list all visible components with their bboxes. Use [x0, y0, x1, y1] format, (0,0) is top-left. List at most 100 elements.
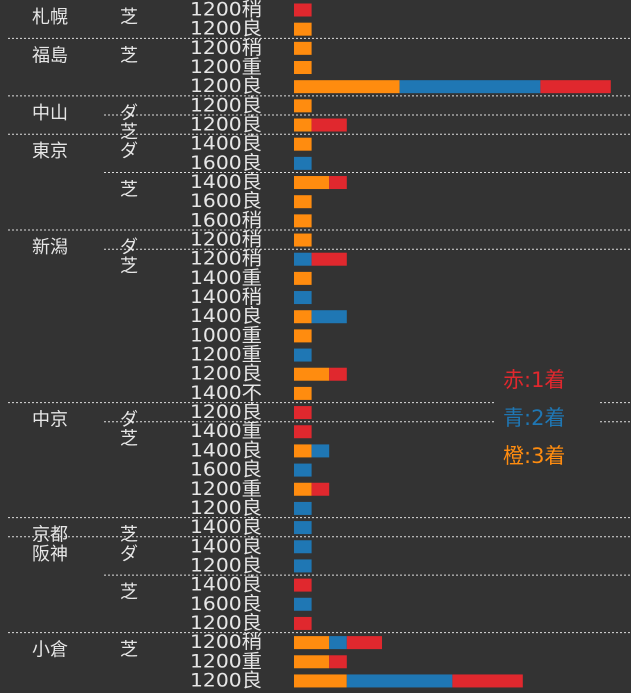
bar-segment: [294, 271, 312, 285]
bar-segment: [329, 655, 347, 669]
bar-segment: [294, 463, 312, 477]
bar-segment: [294, 137, 312, 151]
bar-segment: [311, 444, 330, 458]
bar-segment: [294, 252, 312, 266]
category-label: 1400良: [190, 535, 262, 557]
bar-segment: [294, 425, 312, 439]
surface-label: ダ: [120, 237, 138, 258]
bar-segment: [294, 329, 312, 343]
venue-label: 中京: [32, 410, 68, 431]
venue-label: 中山: [32, 103, 68, 124]
surface-label: 芝: [120, 640, 138, 661]
category-label: 1400良: [190, 516, 262, 538]
venue-label: 新潟: [32, 237, 68, 258]
category-label: 1400良: [190, 305, 262, 327]
category-label: 1200良: [190, 94, 262, 116]
bar-segment: [294, 156, 312, 170]
bar-segment: [294, 521, 312, 535]
category-label: 1200稍: [190, 0, 262, 21]
bar-segment: [294, 482, 312, 496]
category-label: 1200重: [190, 344, 262, 366]
category-label: 1200稍: [190, 248, 262, 270]
category-label: 1600良: [190, 459, 262, 481]
category-label: 1400良: [190, 171, 262, 193]
category-label: 1400良: [190, 439, 262, 461]
category-label: 1400重: [190, 267, 262, 289]
category-label: 1600良: [190, 190, 262, 212]
category-label: 1200重: [190, 650, 262, 672]
category-label: 1400良: [190, 133, 262, 155]
category-label: 1200良: [190, 401, 262, 423]
category-label: 1200良: [190, 497, 262, 519]
category-label: 1200良: [190, 75, 262, 97]
bar-segment: [540, 80, 611, 94]
category-label: 1600良: [190, 152, 262, 174]
bar-segment: [294, 99, 312, 113]
category-label: 1000重: [190, 324, 262, 346]
bar-segment: [294, 195, 312, 209]
category-label: 1200良: [190, 363, 262, 385]
bar-segment: [294, 41, 312, 55]
bar-segment: [294, 61, 312, 75]
surface-label: ダ: [120, 103, 138, 124]
surface-label: 芝: [120, 525, 138, 546]
bar-segment: [294, 80, 400, 94]
category-label: 1200重: [190, 56, 262, 78]
bar-segment: [294, 386, 312, 400]
bar-segment: [294, 501, 312, 515]
bar-segment: [294, 291, 312, 305]
category-label: 1200稍: [190, 37, 262, 59]
bar-segment: [329, 176, 347, 190]
bar-segment: [311, 482, 330, 496]
bar-segment: [346, 636, 382, 650]
venue-label: 東京: [32, 141, 68, 162]
surface-label: 芝: [120, 582, 138, 603]
bar-segment: [294, 3, 312, 17]
category-label: 1200重: [190, 478, 262, 500]
bar-segment: [452, 674, 523, 688]
venue-label: 札幌: [32, 7, 68, 28]
bar-segment: [294, 406, 312, 420]
surface-label: 芝: [120, 180, 138, 201]
category-label: 1600稍: [190, 209, 262, 231]
category-label: 1400不: [190, 382, 262, 404]
bar-segment: [346, 674, 453, 688]
bar-segment: [294, 118, 312, 132]
surface-label: ダ: [120, 410, 138, 431]
category-label: 1200稍: [190, 229, 262, 251]
bar-segment: [399, 80, 541, 94]
legend-entry: 赤:1着: [503, 368, 565, 392]
bar-segment: [294, 348, 312, 362]
venue-label: 小倉: [32, 640, 68, 661]
surface-label: 芝: [120, 122, 138, 143]
category-label: 1200良: [190, 18, 262, 40]
bar-segment: [311, 118, 347, 132]
category-label: 1200良: [190, 669, 262, 691]
bar-segment: [294, 540, 312, 554]
surface-label: ダ: [120, 141, 138, 162]
surface-label: ダ: [120, 544, 138, 565]
legend-box: [494, 362, 600, 474]
bar-segment: [294, 310, 312, 324]
bar-segment: [294, 655, 330, 669]
venue-label: 福島: [32, 45, 68, 66]
bar-segment: [311, 310, 347, 324]
bar-segment: [329, 636, 347, 650]
category-label: 1400稍: [190, 286, 262, 308]
bar-segment: [294, 233, 312, 247]
category-label: 1200稍: [190, 631, 262, 653]
surface-label: 芝: [120, 429, 138, 450]
venue-label: 阪神: [32, 544, 68, 565]
legend-entry: 青:2着: [503, 406, 565, 430]
bar-segment: [294, 674, 347, 688]
bar-segment: [294, 597, 312, 611]
bar-segment: [294, 367, 330, 381]
category-label: 1600良: [190, 593, 262, 615]
bar-segment: [294, 176, 330, 190]
bar-segment: [294, 444, 312, 458]
category-label: 1400良: [190, 574, 262, 596]
category-label: 1200良: [190, 612, 262, 634]
bar-segment: [294, 616, 312, 630]
category-label: 1400重: [190, 420, 262, 442]
